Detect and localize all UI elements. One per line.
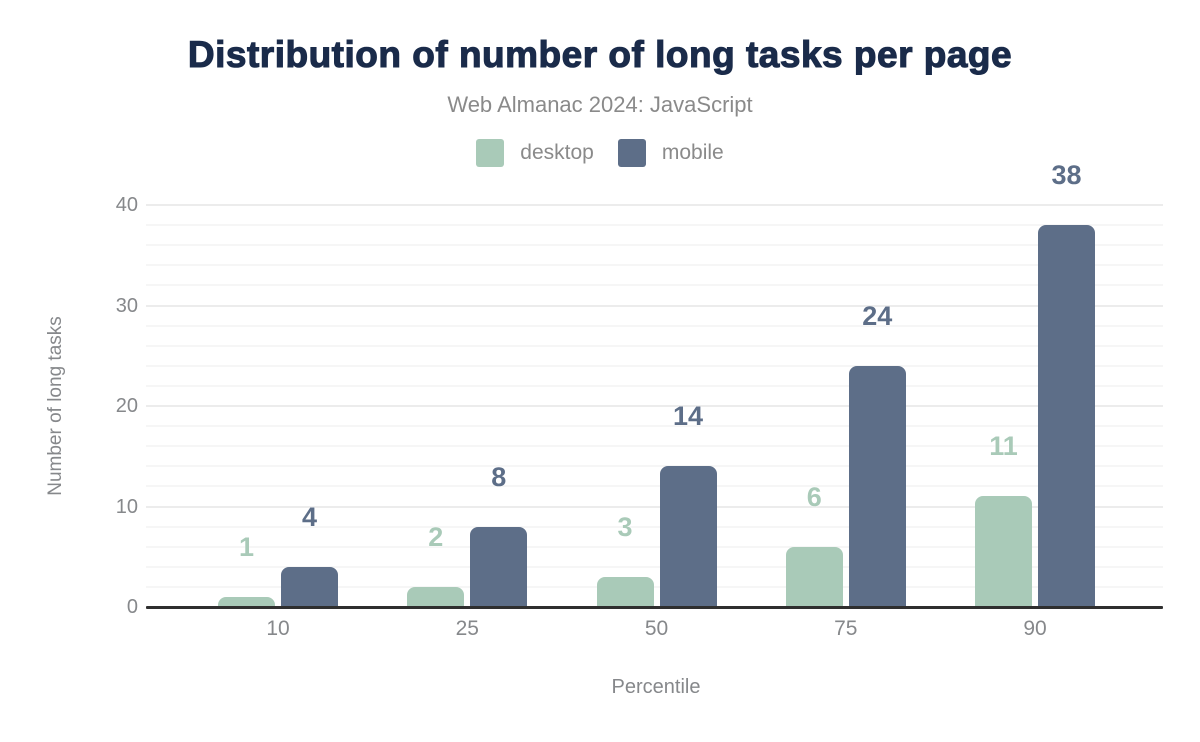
bar-mobile-p90[interactable]	[1038, 225, 1095, 607]
value-label-desktop-p75: 6	[806, 481, 822, 512]
major-gridline-10	[146, 505, 1163, 508]
bar-desktop-p75[interactable]	[785, 546, 843, 607]
minor-gridline-4	[146, 565, 1163, 568]
minor-gridline-16	[146, 445, 1163, 448]
y-tick-label-30: 30	[115, 294, 138, 317]
minor-gridline-36	[146, 244, 1163, 247]
minor-gridline-32	[146, 284, 1163, 287]
value-label-mobile-p10: 4	[301, 501, 318, 532]
y-axis-title: Number of long tasks	[45, 316, 66, 496]
minor-gridline-34	[146, 264, 1163, 267]
desktop-swatch-icon	[476, 139, 505, 167]
bar-mobile-p50[interactable]	[659, 466, 717, 607]
x-axis-title: Percentile	[611, 676, 701, 698]
x-tick-label-50: 50	[644, 617, 669, 640]
minor-gridline-6	[146, 545, 1163, 548]
bar-mobile-p75[interactable]	[848, 365, 906, 607]
major-gridline-30	[146, 304, 1163, 307]
x-axis-line	[146, 606, 1163, 609]
bar-mobile-p10[interactable]	[281, 566, 338, 607]
chart-title: Distribution of number of long tasks per…	[187, 33, 1013, 75]
y-tick-label-40: 40	[115, 194, 138, 216]
y-tick-label-20: 20	[115, 395, 138, 417]
x-tick-label-75: 75	[834, 617, 858, 640]
major-gridline-40	[146, 204, 1163, 206]
value-label-mobile-p75: 24	[862, 300, 893, 331]
value-label-mobile-p50: 14	[672, 401, 704, 432]
minor-gridline-28	[146, 324, 1163, 327]
bar-desktop-p10[interactable]	[218, 596, 275, 607]
minor-gridline-14	[146, 465, 1163, 468]
legend: desktop mobile	[0, 139, 1200, 167]
minor-gridline-12	[146, 485, 1163, 488]
value-label-desktop-p10: 1	[238, 531, 255, 562]
legend-label-mobile: mobile	[661, 141, 724, 164]
bar-desktop-p90[interactable]	[975, 496, 1032, 607]
minor-gridline-26	[146, 344, 1163, 347]
x-tick-label-10: 10	[266, 617, 290, 640]
bar-desktop-p50[interactable]	[596, 576, 654, 607]
chart-subtitle: Web Almanac 2024: JavaScript	[447, 92, 753, 117]
legend-label-desktop: desktop	[520, 141, 594, 164]
minor-gridline-2	[146, 585, 1163, 588]
value-label-desktop-p25: 2	[428, 521, 444, 552]
x-tick-label-90: 90	[1023, 617, 1047, 640]
minor-gridline-8	[146, 525, 1163, 528]
value-label-desktop-p90: 11	[989, 431, 1018, 462]
legend-item-desktop[interactable]: desktop	[476, 139, 594, 167]
bar-mobile-p25[interactable]	[470, 526, 528, 607]
y-tick-label-0: 0	[126, 596, 138, 618]
value-label-mobile-p90: 38	[1051, 160, 1082, 191]
mobile-swatch-icon	[617, 139, 646, 167]
bar-desktop-p25[interactable]	[407, 586, 465, 607]
value-label-desktop-p50: 3	[617, 511, 633, 542]
y-tick-label-10: 10	[115, 495, 138, 518]
x-tick-label-25: 25	[455, 617, 479, 640]
major-gridline-20	[146, 405, 1163, 407]
value-label-mobile-p25: 8	[491, 461, 507, 492]
minor-gridline-38	[146, 224, 1163, 227]
legend-item-mobile[interactable]: mobile	[617, 139, 724, 167]
minor-gridline-22	[146, 384, 1163, 387]
minor-gridline-24	[146, 364, 1163, 367]
minor-gridline-18	[146, 425, 1163, 428]
